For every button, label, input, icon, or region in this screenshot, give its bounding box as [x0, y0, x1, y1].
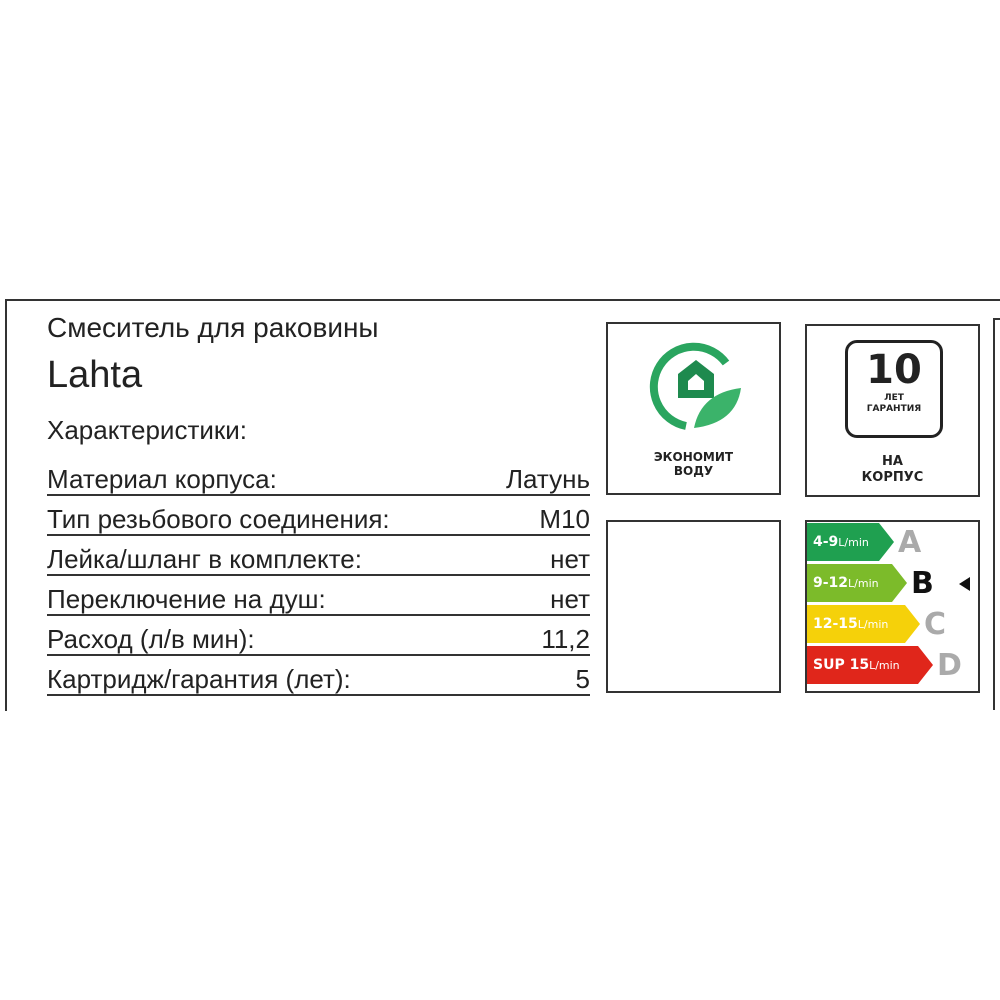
spec-row: Тип резьбового соединения: M10 — [47, 496, 590, 536]
spec-value: 5 — [575, 664, 590, 694]
product-name: Lahta — [47, 354, 143, 396]
water-class-band: SUP 15L/min — [807, 646, 933, 684]
spec-value: нет — [550, 544, 590, 574]
label-frame — [5, 299, 1000, 711]
spec-label: Тип резьбового соединения: — [47, 504, 390, 534]
water-class-letter: A — [898, 525, 922, 560]
selected-class-arrow-icon — [959, 577, 970, 591]
spec-row: Материал корпуса: Латунь — [47, 456, 590, 496]
water-class-band: 4-9L/min — [807, 523, 894, 561]
eco-house-leaf-icon — [649, 342, 741, 430]
water-class-band: 9-12L/min — [807, 564, 907, 602]
empty-box — [606, 520, 781, 693]
spec-value: 11,2 — [541, 624, 590, 654]
spec-label: Картридж/гарантия (лет): — [47, 664, 351, 694]
warranty-badge: 10 ЛЕТ ГАРАНТИЯ НА КОРПУС — [805, 324, 980, 497]
warranty-icon: 10 ЛЕТ ГАРАНТИЯ — [845, 340, 943, 438]
eco-badge: ЭКОНОМИТ ВОДУ — [606, 322, 781, 495]
spec-row: Лейка/шланг в комплекте: нет — [47, 536, 590, 576]
water-class-scale: 4-9L/min A 9-12L/min B 12-15L/min C SUP 15L/mi… — [805, 520, 980, 693]
spec-row: Картридж/гарантия (лет): 5 — [47, 656, 590, 696]
spec-row: Расход (л/в мин): 11,2 — [47, 616, 590, 656]
water-class-letter: D — [937, 648, 962, 683]
water-class-letter: B — [911, 566, 934, 601]
spec-value: M10 — [539, 504, 590, 534]
spec-label: Переключение на душ: — [47, 584, 326, 614]
section-title: Характеристики: — [47, 415, 248, 445]
spec-value: Латунь — [505, 464, 590, 494]
spec-label: Лейка/шланг в комплекте: — [47, 544, 362, 574]
spec-label: Материал корпуса: — [47, 464, 277, 494]
product-type: Смеситель для раковины — [47, 312, 379, 343]
spec-label: Расход (л/в мин): — [47, 624, 255, 654]
eco-caption: ЭКОНОМИТ ВОДУ — [653, 450, 734, 478]
spec-value: нет — [550, 584, 590, 614]
water-class-letter: C — [924, 607, 947, 642]
water-class-band: 12-15L/min — [807, 605, 920, 643]
spec-row: Переключение на душ: нет — [47, 576, 590, 616]
next-panel-edge — [993, 318, 1000, 710]
